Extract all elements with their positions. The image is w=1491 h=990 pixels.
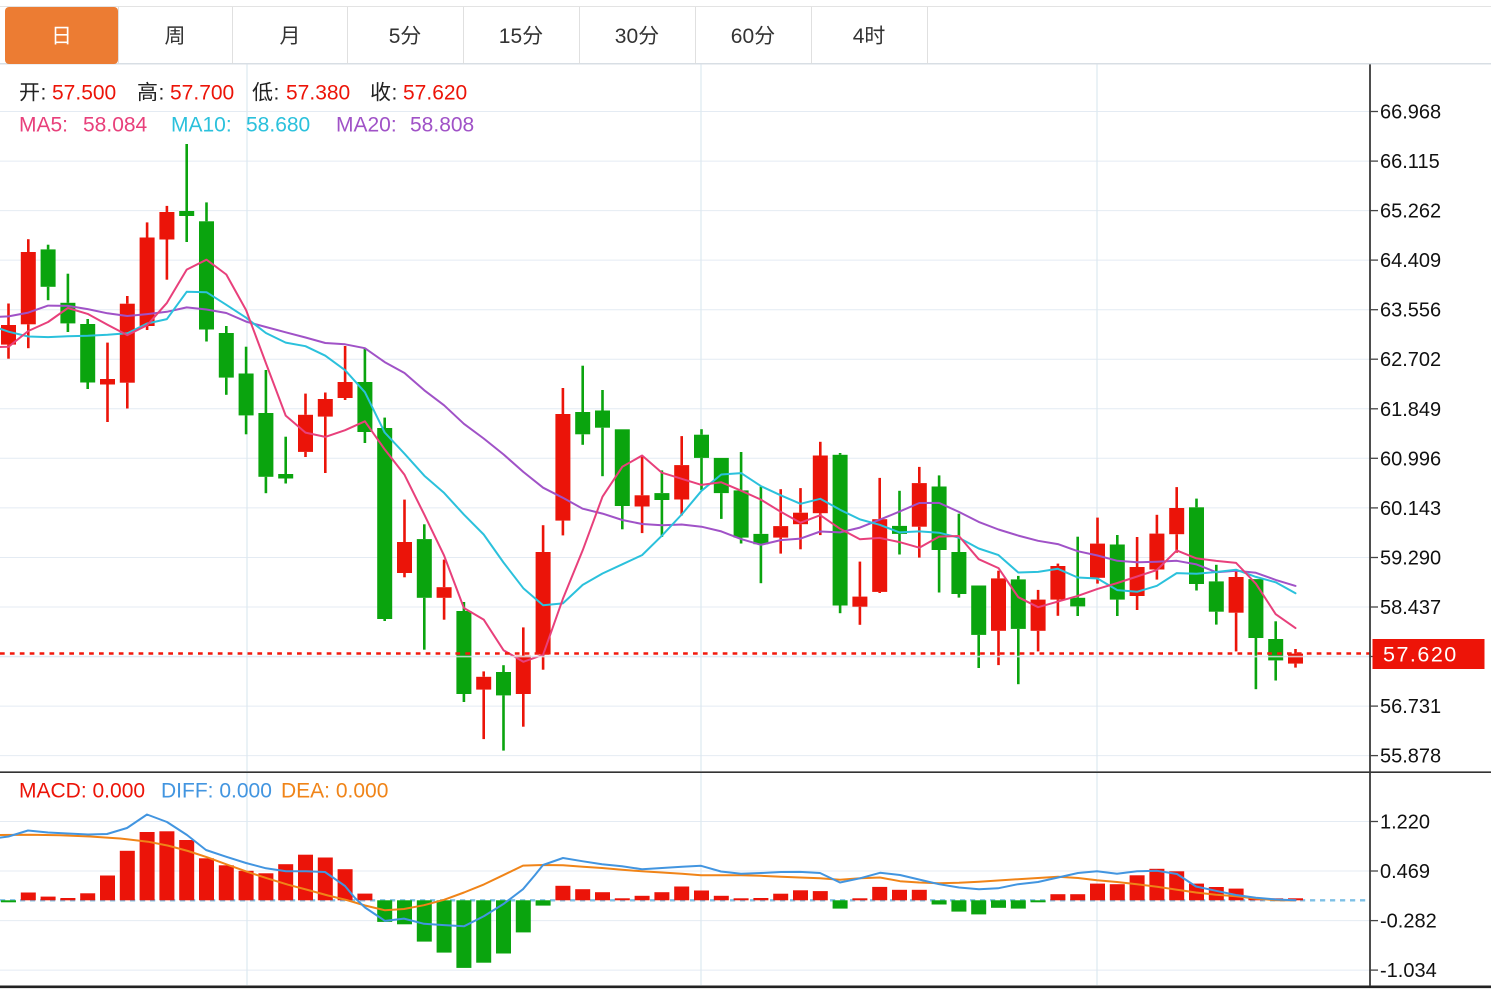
svg-text:57.620: 57.620 bbox=[403, 82, 467, 105]
svg-text:58.437: 58.437 bbox=[1380, 597, 1441, 619]
svg-text:62.702: 62.702 bbox=[1380, 349, 1441, 371]
svg-text:60.143: 60.143 bbox=[1380, 498, 1441, 520]
svg-text:66.115: 66.115 bbox=[1380, 151, 1440, 173]
svg-text:60: 60 bbox=[731, 25, 754, 48]
svg-text::: : bbox=[274, 82, 280, 105]
svg-text:MA20:: MA20: bbox=[336, 114, 397, 137]
svg-text:57.620: 57.620 bbox=[1383, 643, 1458, 667]
svg-text:30: 30 bbox=[615, 25, 638, 48]
svg-text:57.700: 57.700 bbox=[170, 82, 234, 105]
svg-text::: : bbox=[41, 82, 47, 105]
svg-text:-1.034: -1.034 bbox=[1380, 960, 1437, 982]
svg-text:56.731: 56.731 bbox=[1380, 696, 1441, 718]
svg-text::: : bbox=[392, 82, 398, 105]
svg-text:63.556: 63.556 bbox=[1380, 300, 1441, 322]
svg-text:58.084: 58.084 bbox=[83, 114, 148, 137]
svg-text:1.220: 1.220 bbox=[1380, 812, 1430, 834]
svg-text:DIFF: 0.000: DIFF: 0.000 bbox=[161, 780, 272, 803]
svg-text:15: 15 bbox=[499, 25, 522, 48]
svg-text:-0.282: -0.282 bbox=[1380, 911, 1437, 933]
svg-text:DEA: 0.000: DEA: 0.000 bbox=[281, 780, 388, 803]
svg-text:64.409: 64.409 bbox=[1380, 250, 1441, 272]
svg-text:5: 5 bbox=[389, 25, 401, 48]
svg-text:57.500: 57.500 bbox=[52, 82, 116, 105]
svg-text:57.380: 57.380 bbox=[286, 82, 350, 105]
svg-text:60.996: 60.996 bbox=[1380, 448, 1441, 470]
svg-text:58.680: 58.680 bbox=[246, 114, 310, 137]
svg-text:55.878: 55.878 bbox=[1380, 746, 1441, 768]
svg-text:MA10:: MA10: bbox=[171, 114, 232, 137]
svg-text:MACD: 0.000: MACD: 0.000 bbox=[19, 780, 145, 803]
svg-text:4: 4 bbox=[853, 25, 865, 48]
svg-text:58.808: 58.808 bbox=[410, 114, 474, 137]
svg-text:0.469: 0.469 bbox=[1380, 861, 1430, 883]
svg-text:61.849: 61.849 bbox=[1380, 399, 1441, 421]
svg-text:66.968: 66.968 bbox=[1380, 102, 1441, 124]
svg-text:59.290: 59.290 bbox=[1380, 548, 1441, 570]
svg-text::: : bbox=[159, 82, 165, 105]
svg-text:MA5:: MA5: bbox=[19, 114, 68, 137]
svg-text:65.262: 65.262 bbox=[1380, 201, 1441, 223]
